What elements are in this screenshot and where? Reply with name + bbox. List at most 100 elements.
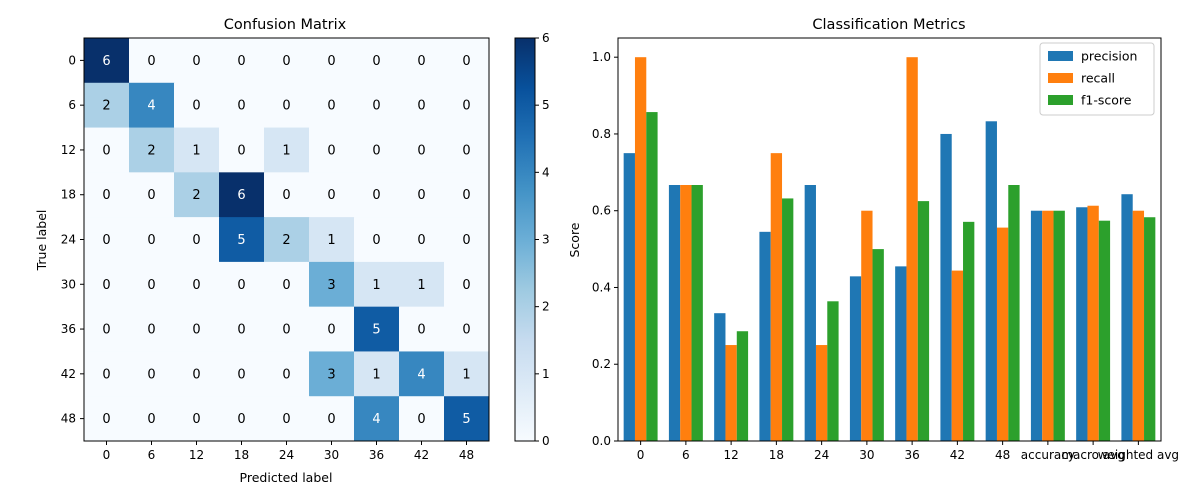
bar-f1-score bbox=[872, 249, 884, 441]
cm-cell-value: 0 bbox=[237, 367, 245, 382]
colorbar-tick-label: 6 bbox=[542, 31, 550, 45]
cm-cell bbox=[444, 217, 490, 263]
cm-cell-value: 5 bbox=[462, 412, 470, 427]
colorbar-tick-label: 2 bbox=[542, 300, 550, 314]
cm-cell-value: 1 bbox=[282, 143, 290, 158]
cm-cell-value: 0 bbox=[327, 99, 335, 114]
bar-chart-y-ticks: 0.0 0.2 0.4 0.6 0.8 1.0 bbox=[592, 50, 618, 448]
cm-cell-value: 0 bbox=[102, 188, 110, 203]
cm-cell-value: 4 bbox=[372, 412, 380, 427]
cm-y-tick-label: 0 bbox=[68, 53, 76, 67]
cm-cell bbox=[354, 127, 400, 173]
cm-x-tick-label: 24 bbox=[279, 448, 294, 462]
bar-recall bbox=[634, 57, 647, 441]
cm-cell bbox=[174, 261, 220, 308]
cm-cell bbox=[219, 261, 265, 308]
cm-cell bbox=[354, 396, 400, 442]
cm-cell bbox=[444, 127, 490, 173]
bar-chart-ylabel: Score bbox=[567, 222, 582, 257]
cm-cell-value: 2 bbox=[147, 143, 155, 158]
cm-cell bbox=[84, 82, 130, 129]
bar-precision bbox=[895, 266, 907, 441]
cm-cell bbox=[354, 306, 400, 352]
cm-cell-value: 6 bbox=[237, 188, 245, 203]
cm-cell bbox=[444, 172, 490, 218]
legend-items: precision recall f1-score bbox=[1048, 49, 1137, 108]
cm-cell-value: 0 bbox=[147, 233, 155, 248]
cm-cell-value: 0 bbox=[102, 412, 110, 427]
cm-cell bbox=[174, 127, 220, 173]
cm-cell bbox=[354, 217, 400, 263]
colorbar-gradient bbox=[514, 37, 536, 442]
bar-y-tick-label: 1.0 bbox=[592, 50, 611, 64]
cm-cell-value: 0 bbox=[327, 143, 335, 158]
classification-metrics-panel: Classification Metrics 0.0 0.2 0.4 0.6 0.8 1.… bbox=[567, 17, 1179, 462]
cm-cell-value: 2 bbox=[102, 99, 110, 114]
cm-cell bbox=[354, 38, 400, 84]
bar-precision bbox=[940, 133, 952, 441]
bar-f1-score bbox=[827, 301, 839, 441]
cm-cell-value: 0 bbox=[282, 54, 290, 69]
bar-f1-score bbox=[1144, 217, 1156, 441]
cm-cell bbox=[309, 396, 355, 442]
bar-f1-score bbox=[646, 112, 658, 441]
bar-chart-bars bbox=[623, 57, 1156, 441]
cm-cell-value: 3 bbox=[327, 367, 335, 382]
cm-cell-value: 0 bbox=[417, 412, 425, 427]
bar-f1-score bbox=[1053, 210, 1065, 441]
cm-y-tick-label: 36 bbox=[61, 322, 76, 336]
cm-cell bbox=[219, 172, 265, 218]
cm-cell-value: 0 bbox=[147, 54, 155, 69]
bar-precision bbox=[1121, 194, 1133, 441]
legend-label-precision: precision bbox=[1081, 49, 1137, 64]
cm-cell bbox=[444, 396, 490, 442]
cm-cell-value: 0 bbox=[192, 233, 200, 248]
cm-cell bbox=[264, 217, 310, 263]
bar-y-tick-label: 0.6 bbox=[592, 204, 611, 218]
cm-cell-value: 0 bbox=[192, 367, 200, 382]
cm-cell-value: 0 bbox=[372, 99, 380, 114]
cm-cell bbox=[84, 396, 130, 442]
cm-cell-value: 1 bbox=[372, 278, 380, 293]
cm-x-tick-label: 6 bbox=[148, 448, 156, 462]
cm-cell-value: 0 bbox=[237, 323, 245, 338]
cm-cell-value: 0 bbox=[102, 233, 110, 248]
colorbar-tick-label: 0 bbox=[542, 434, 550, 448]
bar-precision bbox=[714, 313, 726, 441]
cm-cell bbox=[354, 351, 400, 397]
colorbar-tick-label: 5 bbox=[542, 98, 550, 112]
cm-cell-value: 0 bbox=[147, 367, 155, 382]
bar-recall bbox=[770, 153, 783, 441]
cm-y-tick-label: 18 bbox=[61, 188, 76, 202]
cm-cell-value: 0 bbox=[327, 54, 335, 69]
cm-cell bbox=[84, 351, 130, 397]
bar-recall bbox=[861, 210, 873, 441]
cm-cell bbox=[354, 261, 400, 308]
cm-cell bbox=[309, 38, 355, 84]
cm-cell bbox=[264, 127, 310, 173]
cm-cell-value: 1 bbox=[417, 278, 425, 293]
bar-y-tick-label: 0.4 bbox=[592, 280, 611, 294]
cm-cell-value: 0 bbox=[327, 188, 335, 203]
cm-cell-value: 0 bbox=[462, 323, 470, 338]
cm-cell-value: 0 bbox=[417, 54, 425, 69]
cm-cell-value: 0 bbox=[327, 323, 335, 338]
bar-y-tick-label: 0.0 bbox=[592, 434, 611, 448]
bar-x-tick-label: 18 bbox=[769, 448, 784, 462]
bar-precision bbox=[623, 153, 635, 441]
bar-precision bbox=[668, 184, 681, 441]
cm-x-tick-label: 42 bbox=[414, 448, 429, 462]
cm-cell bbox=[399, 396, 445, 442]
cm-cell-value: 0 bbox=[282, 367, 290, 382]
legend-label-f1-score: f1-score bbox=[1081, 93, 1132, 108]
cm-cell-value: 0 bbox=[327, 412, 335, 427]
cm-cell-value: 1 bbox=[327, 233, 335, 248]
cm-cell bbox=[219, 82, 265, 129]
cm-cell-value: 0 bbox=[417, 143, 425, 158]
bar-x-tick-label: 6 bbox=[682, 448, 690, 462]
cm-cell bbox=[219, 127, 265, 173]
cm-cell-value: 0 bbox=[372, 143, 380, 158]
colorbar: 0 1 2 3 4 5 6 bbox=[514, 31, 550, 448]
